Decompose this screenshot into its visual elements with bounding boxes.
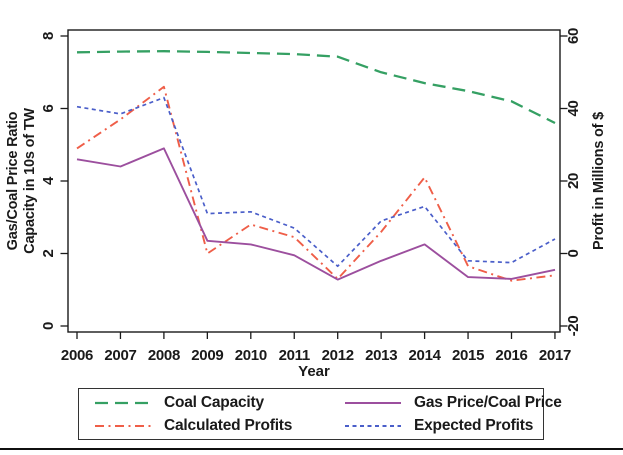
svg-text:60: 60	[565, 28, 582, 44]
plot-frame	[67, 29, 561, 333]
left-axis-title-line2: Capacity in 10s of TW	[22, 108, 38, 254]
svg-text:0: 0	[40, 322, 57, 330]
series-lines	[76, 50, 556, 282]
legend-item-gas-coal-price: Gas Price/Coal Price	[345, 392, 562, 414]
svg-text:-20: -20	[565, 316, 582, 337]
svg-text:2011: 2011	[279, 347, 310, 364]
legend-label-expected-profits: Expected Profits	[414, 416, 534, 434]
svg-text:2013: 2013	[365, 347, 397, 364]
svg-text:2009: 2009	[191, 347, 223, 364]
legend-item-expected-profits: Expected Profits	[345, 415, 562, 437]
svg-text:8: 8	[40, 32, 57, 40]
svg-text:2017: 2017	[539, 347, 571, 364]
expected-profits-line-swatch	[345, 424, 401, 427]
svg-text:2: 2	[40, 249, 57, 257]
svg-text:2015: 2015	[452, 347, 484, 364]
svg-text:4: 4	[40, 176, 57, 185]
x-axis-title: Year	[298, 363, 330, 380]
svg-text:6: 6	[40, 104, 57, 112]
svg-text:2016: 2016	[495, 347, 527, 364]
svg-text:2006: 2006	[61, 347, 93, 364]
left-axis-title-line1: Gas/Coal Price Ratio	[5, 111, 21, 250]
line-chart: 2006 2007 2008 2009 2010 2011 2012 2013 2014 2015…	[5, 28, 607, 380]
svg-text:2014: 2014	[409, 347, 442, 364]
legend-label-calculated-profits: Calculated Profits	[164, 416, 293, 434]
legend-label-coal-capacity: Coal Capacity	[164, 393, 264, 411]
right-axis-title: Profit in Millions of $	[591, 112, 607, 250]
legend-item-calculated-profits: Calculated Profits	[95, 415, 345, 437]
calculated-profits-line-swatch	[95, 424, 151, 427]
svg-text:2008: 2008	[148, 347, 180, 364]
bottom-divider	[0, 448, 623, 450]
svg-text:20: 20	[565, 173, 582, 189]
svg-text:40: 40	[565, 100, 582, 116]
svg-text:2010: 2010	[235, 347, 267, 364]
legend-box: Coal Capacity Gas Price/Coal Price Calcu…	[78, 388, 562, 440]
svg-text:2007: 2007	[104, 347, 136, 364]
legend-label-gas-coal-price: Gas Price/Coal Price	[414, 393, 562, 411]
axis-ticks: 2006 2007 2008 2009 2010 2011 2012 2013 2014 2015…	[40, 28, 582, 364]
gas-coal-price-line-swatch	[345, 401, 401, 404]
svg-text:0: 0	[565, 249, 582, 257]
svg-text:2012: 2012	[322, 347, 354, 364]
coal-capacity-line-swatch	[95, 401, 151, 404]
legend-item-coal-capacity: Coal Capacity	[95, 392, 345, 414]
